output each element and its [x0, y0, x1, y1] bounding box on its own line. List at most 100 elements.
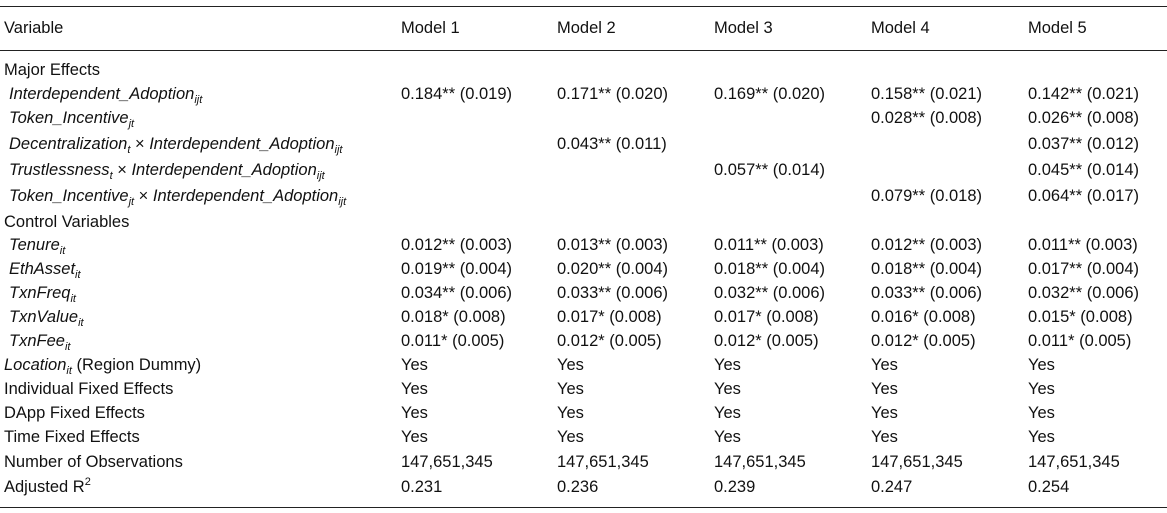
times-symbol: ×: [117, 161, 127, 179]
header-model-1: Model 1: [401, 19, 460, 37]
var-name: Trustlessness: [9, 161, 110, 179]
row-label: DApp Fixed Effects: [4, 404, 145, 422]
cell: 0.019** (0.004): [401, 260, 512, 278]
cell: Yes: [557, 428, 584, 446]
row-label: Time Fixed Effects: [4, 428, 140, 446]
cell: 0.184** (0.019): [401, 85, 512, 103]
cell: 147,651,345: [557, 453, 649, 471]
header-model-4: Model 4: [871, 19, 930, 37]
cell: 0.011** (0.003): [714, 236, 824, 254]
row-label: Individual Fixed Effects: [4, 380, 174, 398]
cell: 0.057** (0.014): [714, 161, 825, 179]
superscript: 2: [84, 476, 91, 488]
cell: Yes: [1028, 428, 1055, 446]
row-label: TxnFeeit: [9, 331, 71, 353]
cell: Yes: [714, 428, 741, 446]
row-label: EthAssetit: [9, 259, 81, 281]
var-name: TxnFreq: [9, 284, 71, 302]
table-header-rule: [0, 50, 1167, 51]
cell: 0.016* (0.008): [871, 308, 976, 326]
var-name: Token_Incentive: [9, 109, 129, 127]
var-name: Token_Incentive: [9, 187, 129, 205]
cell: 0.033** (0.006): [871, 284, 982, 302]
subscript: jt: [128, 118, 135, 130]
row-label: Interdependent_Adoptionijt: [9, 84, 202, 106]
var-name: Tenure: [9, 236, 60, 254]
cell: 0.034** (0.006): [401, 284, 512, 302]
cell: Yes: [714, 356, 741, 374]
cell: 0.011* (0.005): [1028, 332, 1132, 350]
cell: 0.011** (0.003): [1028, 236, 1138, 254]
cell: 0.026** (0.008): [1028, 109, 1139, 127]
cell: 0.018* (0.008): [401, 308, 506, 326]
cell: 0.037** (0.012): [1028, 135, 1139, 153]
cell: 0.012** (0.003): [401, 236, 512, 254]
subscript: it: [78, 317, 84, 329]
cell: Yes: [871, 356, 898, 374]
section-label-major: Major Effects: [4, 61, 100, 79]
cell: Yes: [401, 428, 428, 446]
header-model-2: Model 2: [557, 19, 616, 37]
cell: 0.012** (0.003): [871, 236, 982, 254]
var-name: Interdependent_Adoption: [9, 85, 195, 103]
cell: Yes: [871, 404, 898, 422]
cell: 0.169** (0.020): [714, 85, 825, 103]
row-label: Decentralizationt × Interdependent_Adopt…: [9, 134, 343, 156]
table-bottom-rule: [0, 507, 1167, 508]
header-variable: Variable: [4, 19, 64, 37]
subscript: it: [64, 341, 71, 353]
subscript: t: [127, 144, 131, 156]
cell: Yes: [557, 404, 584, 422]
cell: 0.247: [871, 478, 913, 496]
cell: 0.079** (0.018): [871, 187, 982, 205]
times-symbol: ×: [134, 135, 145, 153]
cell: 147,651,345: [1028, 453, 1120, 471]
header-model-5: Model 5: [1028, 19, 1087, 37]
var-name: Location: [4, 356, 67, 374]
row-label: TxnValueit: [9, 307, 84, 329]
row-label: Token_Incentivejt: [9, 108, 135, 130]
subscript: ijt: [316, 170, 325, 182]
cell: 0.028** (0.008): [871, 109, 982, 127]
row-label: Number of Observations: [4, 453, 183, 471]
cell: Yes: [557, 380, 584, 398]
row-label: Adjusted R2: [4, 477, 91, 497]
row-label: Token_Incentivejt × Interdependent_Adopt…: [9, 186, 347, 208]
var-note: (Region Dummy): [76, 356, 202, 374]
var-name: EthAsset: [9, 260, 76, 278]
cell: Yes: [1028, 380, 1055, 398]
var-name: Interdependent_Adoption: [131, 161, 317, 179]
cell: 0.013** (0.003): [557, 236, 668, 254]
row-label: Trustlessnesst × Interdependent_Adoption…: [9, 160, 325, 182]
cell: 0.012* (0.005): [557, 332, 662, 350]
cell: 0.020** (0.004): [557, 260, 668, 278]
subscript: it: [75, 269, 81, 281]
cell: 0.017* (0.008): [557, 308, 662, 326]
row-label: Locationit (Region Dummy): [4, 355, 202, 377]
subscript: t: [109, 170, 113, 182]
subscript: ijt: [338, 196, 347, 208]
cell: Yes: [714, 404, 741, 422]
cell: Yes: [714, 380, 741, 398]
cell: 0.043** (0.011): [557, 135, 667, 153]
cell: Yes: [871, 380, 898, 398]
cell: Yes: [401, 404, 428, 422]
cell: 147,651,345: [714, 453, 806, 471]
subscript: it: [70, 293, 76, 305]
cell: 0.239: [714, 478, 756, 496]
cell: 0.032** (0.006): [714, 284, 825, 302]
row-label: Tenureit: [9, 235, 65, 257]
cell: 0.017** (0.004): [1028, 260, 1139, 278]
subscript: ijt: [334, 144, 343, 156]
cell: 0.254: [1028, 478, 1070, 496]
var-name: TxnValue: [9, 308, 79, 326]
subscript: it: [66, 365, 72, 377]
var-name: Decentralization: [9, 135, 128, 153]
header-model-3: Model 3: [714, 19, 773, 37]
var-name: Adjusted R: [4, 478, 85, 496]
var-name: TxnFee: [9, 332, 65, 350]
cell: 0.033** (0.006): [557, 284, 668, 302]
cell: Yes: [401, 356, 428, 374]
cell: Yes: [871, 428, 898, 446]
cell: Yes: [401, 380, 428, 398]
